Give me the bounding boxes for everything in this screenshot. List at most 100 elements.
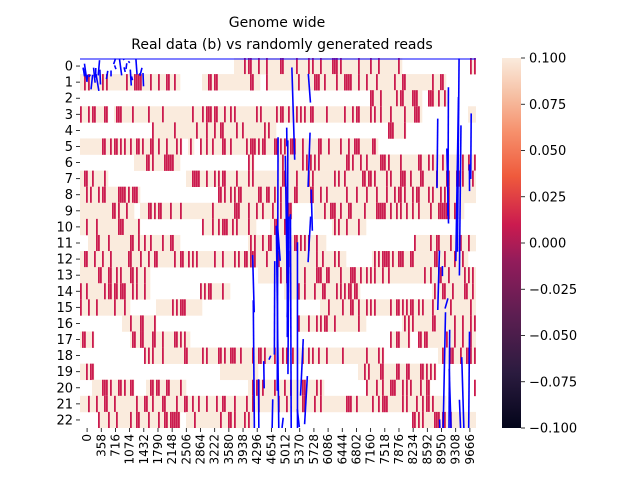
heatmap-cell [340,202,342,220]
heatmap-cell [86,170,88,187]
heatmap-cell [410,379,412,397]
heatmap-cell [412,90,414,107]
heatmap-cell [136,395,138,413]
heatmap-cell [414,106,416,123]
heatmap-cell [190,138,192,155]
heatmap-cell [382,202,384,220]
heatmap-cell [296,186,298,204]
heatmap-cell [404,315,406,332]
heatmap-cell [418,331,476,348]
heatmap-cell [118,218,120,236]
heatmap-cell [96,218,98,236]
heatmap-cell [140,74,142,91]
heatmap-cell [138,234,140,252]
heatmap-cell [176,411,178,428]
overlay-line [82,67,86,77]
heatmap-cell [152,347,154,364]
heatmap-cell [436,411,438,428]
overlay-line [436,118,439,189]
overlay-line [118,58,123,76]
heatmap-cell [110,283,112,300]
heatmap-cell [222,170,224,187]
heatmap-cell [492,235,494,251]
heatmap-cell [494,235,496,251]
heatmap-cell [218,170,220,187]
heatmap-cell [132,234,134,252]
heatmap-cell [412,411,414,428]
heatmap-cell [80,218,141,236]
heatmap-cell [430,234,432,252]
heatmap-cell [348,138,350,155]
heatmap-cell [442,202,444,220]
heatmap-cell [386,170,388,187]
heatmap-cell [340,283,342,300]
heatmap-cell [462,315,464,332]
heatmap-cell [230,106,232,123]
heatmap-cell [224,106,226,123]
heatmap-cell [474,315,476,332]
y-tick-label: 4 [65,124,73,139]
heatmap-cell [116,411,118,428]
heatmap-cell [486,106,488,122]
heatmap-cell [184,331,186,348]
heatmap-cell [234,347,236,364]
heatmap-cell [390,106,392,123]
heatmap-cell [208,106,210,123]
heatmap-cell [252,170,254,187]
heatmap-cell [370,90,372,107]
heatmap-cell [386,395,388,413]
heatmap-cell [320,138,322,155]
heatmap-cell [410,170,412,187]
heatmap-cell [284,218,286,236]
heatmap-cell [416,90,418,107]
heatmap-cell [248,218,250,236]
heatmap-cell [210,74,212,91]
heatmap-cell [344,283,346,300]
heatmap-cell [218,347,220,364]
heatmap-cell [364,202,366,220]
colorbar-tick-label: 0.075 [529,98,566,113]
heatmap-cell [102,74,104,91]
heatmap-cell [140,251,142,268]
heatmap-cell [80,283,82,300]
heatmap-cell [226,218,228,236]
heatmap-cell [164,411,166,428]
heatmap-cell [442,347,444,364]
heatmap-cell [490,283,492,299]
heatmap-cell [474,154,476,171]
heatmap-cell [494,58,496,74]
heatmap-cell [320,58,322,75]
heatmap-cell [358,58,360,75]
heatmap-cell [236,202,238,220]
heatmap-cell [338,170,340,187]
heatmap-cell [396,90,398,107]
heatmap-cell [368,74,389,91]
heatmap-cell [382,154,384,171]
heatmap-cell [482,315,484,331]
heatmap-cell [192,106,194,123]
heatmap-cell [450,299,452,316]
heatmap-cell [166,138,168,155]
heatmap-cell [412,202,414,220]
heatmap-cell [110,251,112,268]
heatmap-cell [80,202,135,220]
heatmap-cell [472,267,476,284]
heatmap-cell [134,186,136,204]
heatmap-cell [334,58,336,75]
heatmap-cell [388,267,390,284]
heatmap-cell [422,170,424,187]
heatmap-cell [380,363,382,381]
heatmap-cell [356,186,358,204]
x-tick-label: 6444 [335,434,349,465]
heatmap-cell [148,154,150,171]
heatmap-cell [136,186,138,204]
x-tick-label: 358 [94,434,108,457]
heatmap-cell [262,234,264,252]
heatmap-cell [412,186,414,204]
heatmap-cell [486,58,488,74]
heatmap-cell [152,331,154,348]
heatmap-cell [334,218,336,236]
heatmap-cell [496,299,498,315]
heatmap-cell [318,138,320,155]
heatmap-cell [490,348,492,364]
